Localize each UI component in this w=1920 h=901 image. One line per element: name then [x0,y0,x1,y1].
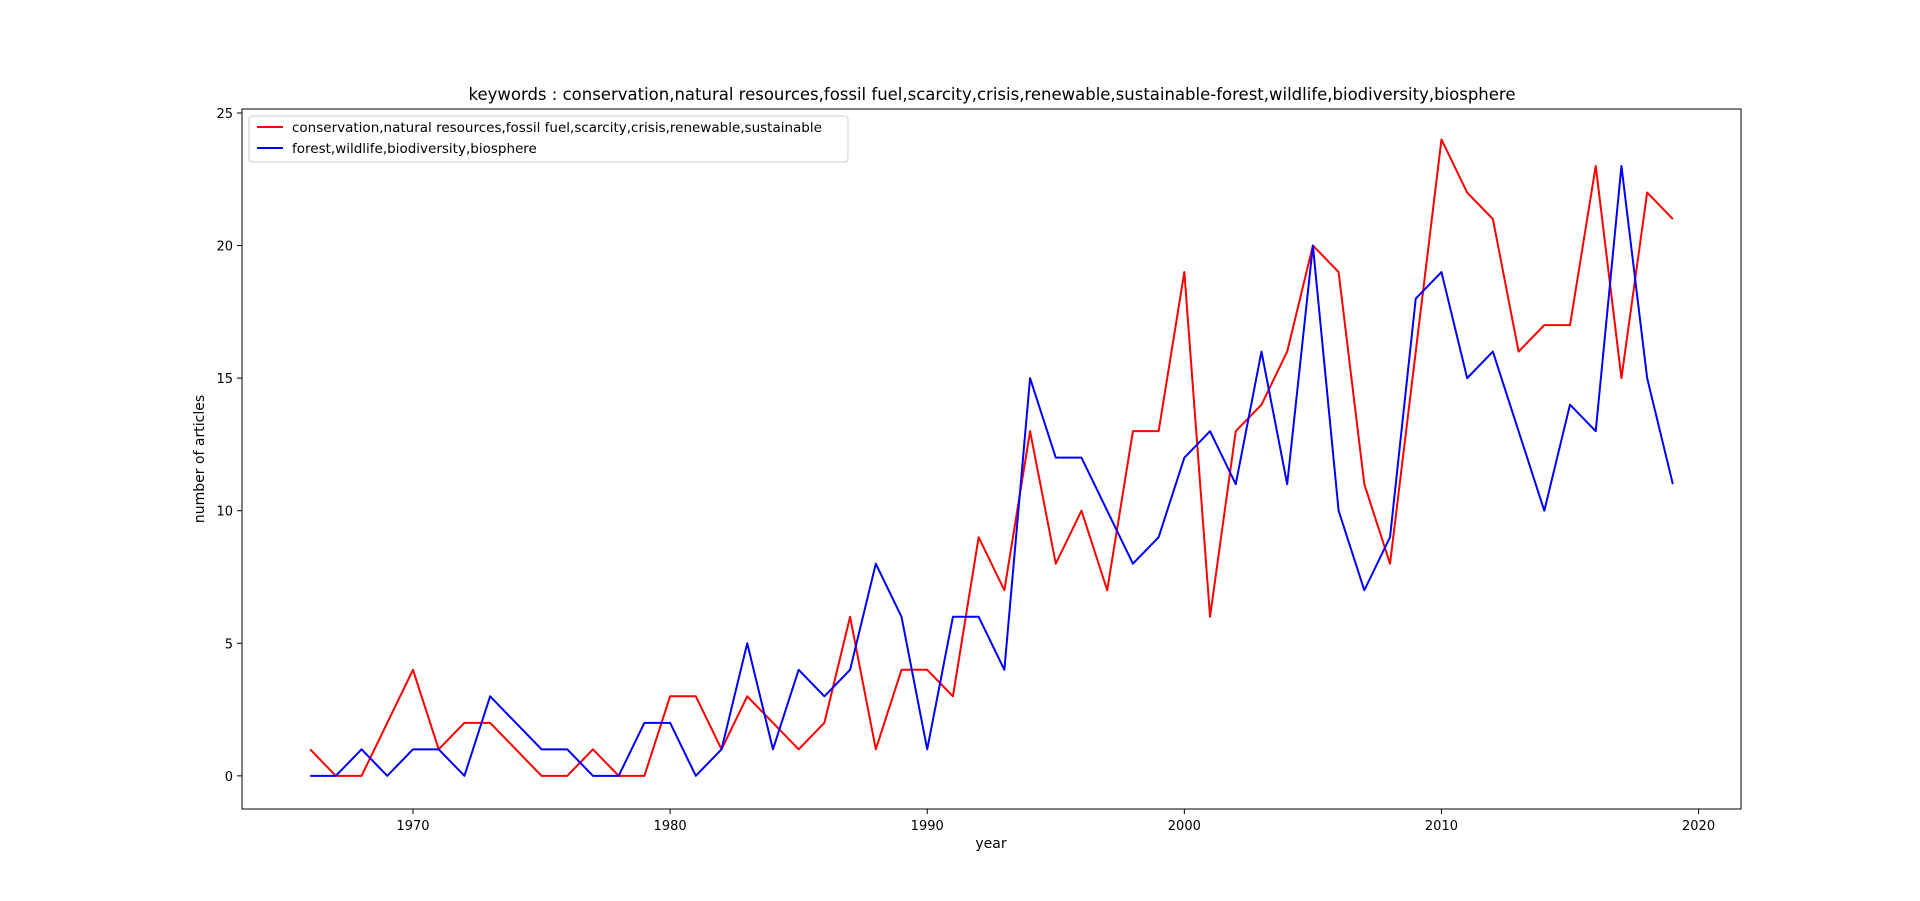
chart-title: keywords : conservation,natural resource… [468,85,1515,104]
series-line-1 [309,138,1674,777]
y-tick-label: 15 [216,372,233,387]
x-tick-label: 2010 [1425,819,1458,834]
y-tick-label: 10 [216,505,233,520]
y-axis: 0 5 10 15 20 25 [216,107,242,785]
legend: conservation,natural resources,fossil fu… [248,115,849,163]
legend-box [248,115,849,163]
x-axis: 1970 1980 1990 2000 2010 2020 [396,809,1715,834]
series-line-2 [310,165,1674,777]
x-tick-label: 1980 [654,819,687,834]
x-axis-label: year [975,836,1006,852]
y-tick-label: 25 [216,107,233,122]
plot-frame [241,108,1742,810]
x-tick-label: 2000 [1168,819,1201,834]
x-tick-label: 1990 [911,819,944,834]
y-axis-label: number of articles [192,395,208,523]
legend-label-1: conservation,natural resources,fossil fu… [292,120,822,136]
x-tick-label: 1970 [396,819,429,834]
y-tick-label: 5 [225,637,233,652]
y-tick-label: 20 [216,240,233,255]
series-group [309,138,1674,777]
y-tick-label: 0 [225,770,233,785]
x-tick-label: 2020 [1682,819,1715,834]
plot-area [241,108,1742,810]
legend-label-2: forest,wildlife,biodiversity,biosphere [292,141,537,157]
